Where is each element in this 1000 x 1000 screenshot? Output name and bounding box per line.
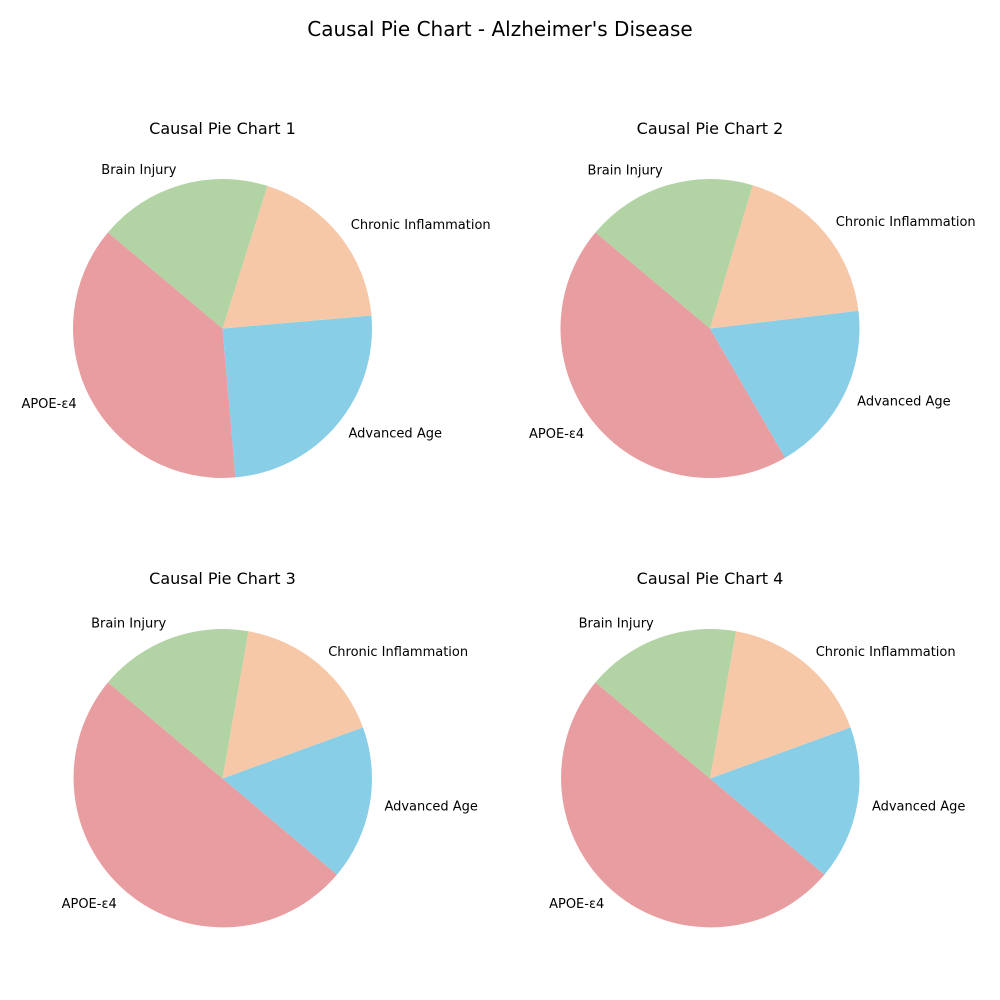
slice-label: Advanced Age	[857, 394, 951, 409]
slice-label: Brain Injury	[579, 616, 654, 631]
pie-slice	[560, 232, 786, 478]
chart-title: Causal Pie Chart 2	[637, 119, 784, 138]
slice-label: Chronic Inflammation	[836, 215, 976, 230]
pie-chart-3: Causal Pie Chart 3 APOE-ε4 Advanced Age Chr…	[62, 569, 478, 928]
pie-chart-4: Causal Pie Chart 4 APOE-ε4 Advanced Age Chr…	[549, 569, 966, 928]
pie-slice	[222, 185, 372, 329]
pie-chart-2: Causal Pie Chart 2 APOE-ε4 Advanced Age Chr…	[529, 119, 976, 478]
pie-slice	[73, 682, 337, 928]
figure-title: Causal Pie Chart - Alzheimer's Disease	[307, 17, 692, 41]
slice-label: Chronic Inflammation	[351, 218, 491, 233]
pie-slice	[222, 631, 363, 779]
pie-slice	[73, 232, 236, 478]
slice-label: APOE-ε4	[62, 897, 117, 912]
pie-slice	[222, 315, 372, 478]
chart-title: Causal Pie Chart 3	[149, 569, 296, 588]
slice-label: APOE-ε4	[529, 427, 584, 442]
pie-slice	[595, 178, 753, 329]
slice-label: Brain Injury	[588, 163, 663, 178]
pie-slice	[710, 727, 860, 875]
pie-slice	[595, 628, 736, 779]
pie-slice	[710, 631, 851, 779]
slice-label: APOE-ε4	[21, 397, 76, 412]
slice-label: Advanced Age	[872, 800, 966, 815]
slice-label: Chronic Inflammation	[328, 645, 468, 660]
pie-slice	[222, 727, 372, 875]
pie-panels: Causal Pie Chart 1 APOE-ε4 Advanced Age Chr…	[21, 119, 976, 928]
slice-label: Advanced Age	[384, 800, 478, 815]
slice-label: Brain Injury	[101, 163, 176, 178]
chart-title: Causal Pie Chart 1	[149, 119, 296, 138]
slice-label: APOE-ε4	[549, 897, 604, 912]
pie-slice	[107, 628, 249, 779]
slice-label: Chronic Inflammation	[816, 645, 956, 660]
pie-slice	[561, 682, 825, 928]
pie-chart-1: Causal Pie Chart 1 APOE-ε4 Advanced Age Chr…	[21, 119, 491, 478]
slice-label: Brain Injury	[91, 616, 166, 631]
pie-slice	[107, 178, 268, 329]
pie-slice	[710, 310, 860, 458]
chart-title: Causal Pie Chart 4	[637, 569, 784, 588]
pie-slice	[710, 185, 859, 329]
slice-label: Advanced Age	[348, 427, 442, 442]
